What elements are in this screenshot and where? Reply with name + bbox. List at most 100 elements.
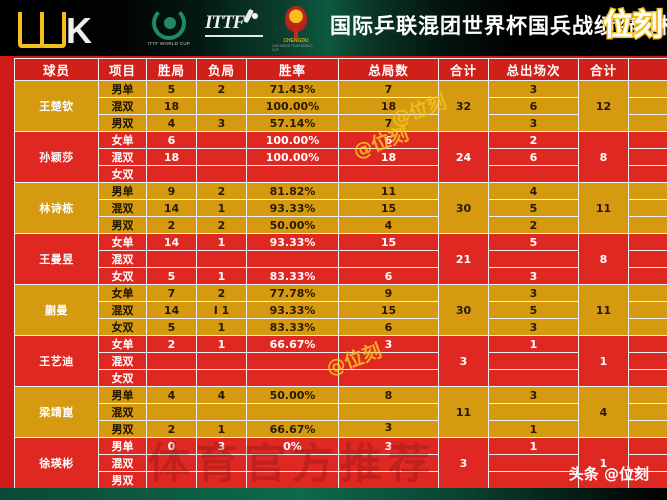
points-cell	[628, 369, 667, 387]
win-rate-cell: 81.82%	[246, 182, 339, 200]
wins-cell: 2	[146, 335, 197, 353]
losses-cell: 2	[196, 182, 247, 200]
appearances-cell: 1	[488, 335, 579, 353]
table-row: 女双 5 1 83.33% 6 3	[15, 318, 667, 336]
world-cup-logo-text: ITTF WORLD CUP	[147, 41, 191, 46]
losses-cell: 3	[196, 114, 247, 132]
player-name-cell: 林诗栋	[14, 182, 99, 234]
table-row: 蒯曼 女单 7 2 77.78% 9 30 3 11	[14, 284, 667, 336]
total-games-cell: 15	[338, 301, 439, 319]
total-appearances-sum-cell: 8	[578, 233, 629, 285]
table-row: 混双	[15, 403, 667, 421]
table-row: 女双	[15, 165, 667, 183]
event-cell: 混双	[98, 454, 147, 472]
event-cell: 男单	[98, 80, 147, 98]
points-cell	[628, 250, 667, 268]
event-cell: 混双	[98, 352, 147, 370]
ittf-underline	[205, 35, 263, 37]
win-rate-cell	[246, 250, 339, 268]
points-cell	[628, 403, 667, 421]
points-cell: 398	[628, 233, 667, 251]
win-rate-cell	[246, 165, 339, 183]
total-games-cell: 4	[338, 216, 439, 234]
points-cell	[628, 437, 667, 455]
win-rate-cell: 100.00%	[246, 131, 339, 149]
wins-cell	[146, 352, 197, 370]
stats-table: 球员项目胜局负局胜率总局数合计总出场次合计积分 王楚钦男单5271.43%732…	[14, 58, 667, 489]
total-games-cell: 15	[338, 233, 439, 251]
chengdu-racket-icon	[285, 6, 307, 38]
points-cell	[628, 318, 667, 336]
appearances-cell: 6	[488, 148, 579, 166]
appearances-cell: 3	[488, 318, 579, 336]
total-games-cell	[338, 352, 439, 370]
losses-cell: 1	[196, 335, 247, 353]
losses-cell: 2	[196, 284, 247, 302]
wins-cell	[146, 369, 197, 387]
event-cell: 混双	[98, 250, 147, 268]
wins-cell: 14	[146, 301, 197, 319]
appearances-cell: 4	[488, 182, 579, 200]
win-rate-cell: 77.78%	[246, 284, 339, 302]
event-cell: 女双	[98, 369, 147, 387]
total-games-sum-cell: 21	[438, 233, 489, 285]
total-games-cell: 3	[338, 420, 439, 438]
appearances-cell: 2	[488, 216, 579, 234]
win-rate-cell	[246, 369, 339, 387]
event-cell: 女单	[98, 284, 147, 302]
win-rate-cell	[246, 471, 339, 489]
table-row: 梁靖崑 男单 4 4 50.00% 8 11 3 4	[14, 386, 667, 438]
player-name-cell: 孙颖莎	[14, 131, 99, 183]
points-cell: 511	[628, 97, 667, 115]
win-rate-cell: 93.33%	[246, 301, 339, 319]
player-name-cell: 王楚钦	[14, 80, 99, 132]
losses-cell	[196, 454, 247, 472]
losses-cell: 4	[196, 386, 247, 404]
event-cell: 女单	[98, 335, 147, 353]
event-cell: 男单	[98, 437, 147, 455]
event-cell: 男双	[98, 420, 147, 438]
points-cell: 511	[628, 148, 667, 166]
losses-cell	[196, 471, 247, 489]
wins-cell: 18	[146, 148, 197, 166]
appearances-cell: 1	[488, 437, 579, 455]
wins-cell: 18	[146, 97, 197, 115]
table-row: 混双	[15, 454, 667, 472]
losses-cell: 1	[196, 267, 247, 285]
appearances-cell: 3	[488, 267, 579, 285]
appearances-cell: 1	[488, 420, 579, 438]
event-cell: 混双	[98, 301, 147, 319]
event-cell: 男单	[98, 386, 147, 404]
brand-logo-weike: 位刻	[602, 7, 665, 45]
total-games-cell: 3	[338, 437, 439, 455]
win-rate-cell: 50.00%	[246, 216, 339, 234]
wins-cell: 5	[146, 80, 197, 98]
ittf-logo-text: ITTF	[205, 12, 245, 33]
column-header-3: 负局	[196, 58, 247, 81]
wins-cell: 4	[146, 386, 197, 404]
event-cell: 混双	[98, 199, 147, 217]
event-cell: 男双	[98, 216, 147, 234]
losses-cell	[196, 403, 247, 421]
total-games-sum-cell: 30	[438, 182, 489, 234]
event-cell: 女双	[98, 165, 147, 183]
wins-cell: 0	[146, 437, 197, 455]
total-games-sum-cell: 3	[438, 437, 489, 489]
table-row: 男双	[15, 471, 667, 489]
losses-cell	[196, 131, 247, 149]
win-rate-cell: 83.33%	[246, 267, 339, 285]
table-row: 徐瑛彬 男单 0 3 0% 3 3 1 1	[14, 437, 667, 489]
win-rate-cell: 83.33%	[246, 318, 339, 336]
appearances-cell	[488, 250, 579, 268]
table-row: 混双	[15, 250, 667, 268]
appearances-cell: 5	[488, 233, 579, 251]
stats-table-body: 王楚钦男单5271.43%732312混双18100.00%186511男双43…	[14, 80, 667, 489]
appearances-cell: 3	[488, 80, 579, 98]
table-row: 男双 4 3 57.14% 7 3	[15, 114, 667, 132]
column-header-4: 胜率	[246, 58, 339, 81]
